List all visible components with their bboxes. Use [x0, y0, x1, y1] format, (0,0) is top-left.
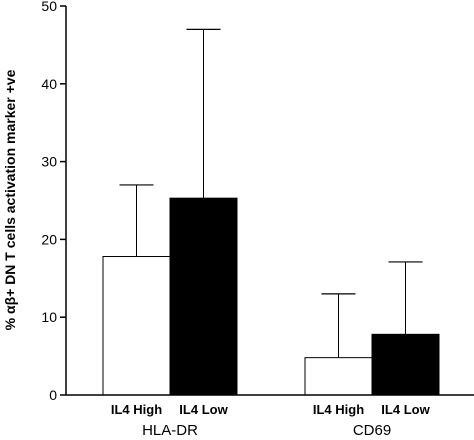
- y-tick-label: 50: [41, 0, 57, 14]
- y-tick-label: 0: [49, 387, 57, 403]
- bar-label: IL4 High: [313, 402, 364, 417]
- bar-label: IL4 Low: [381, 402, 430, 417]
- group-label: HLA-DR: [142, 422, 198, 439]
- y-tick-label: 30: [41, 154, 57, 170]
- y-tick-label: 40: [41, 76, 57, 92]
- x-axis: IL4 High IL4 Low HLA-DR IL4 High IL4 Low CD69: [66, 394, 474, 439]
- bars: [102, 28, 440, 396]
- bar: [102, 256, 171, 396]
- y-axis: 0 10 20 30 40 50: [41, 0, 67, 403]
- y-tick-label: 10: [41, 309, 57, 325]
- bar-label: IL4 High: [111, 402, 162, 417]
- y-tick-label: 20: [41, 231, 57, 247]
- bar-label: IL4 Low: [179, 402, 228, 417]
- group-label: CD69: [353, 422, 391, 439]
- bar: [304, 357, 373, 396]
- bar: [371, 333, 440, 396]
- bar: [169, 197, 238, 396]
- y-axis-title: % αβ+ DN T cells activation marker +ve: [2, 69, 18, 330]
